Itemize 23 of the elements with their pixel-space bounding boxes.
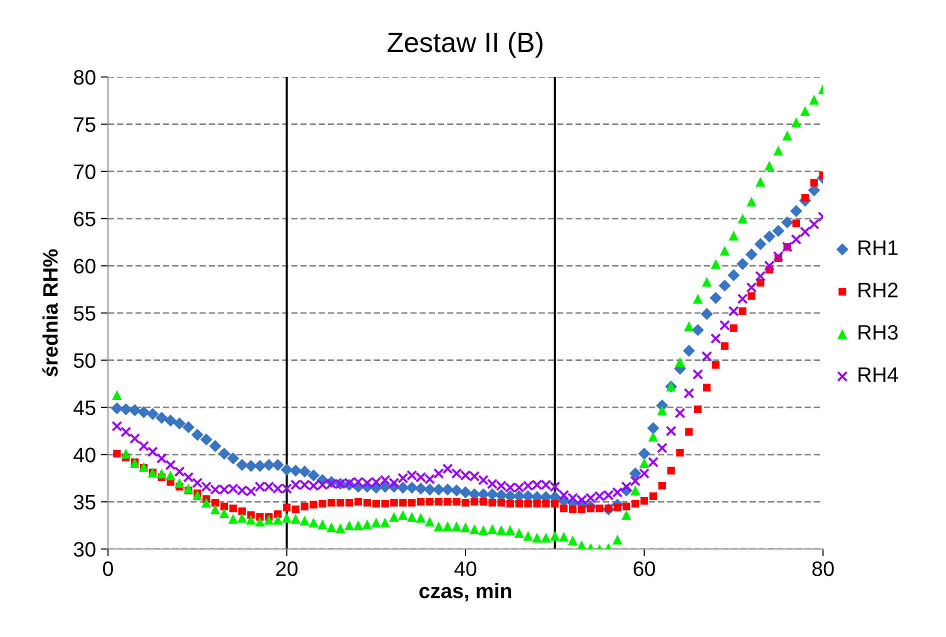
y-tick-label: 60: [74, 258, 96, 274]
y-tick-label: 50: [74, 353, 96, 368]
y-tick-label: 70: [74, 164, 96, 180]
y-tick-label: 45: [74, 400, 96, 416]
x-tick-label: 20: [276, 561, 298, 576]
y-tick-label: 30: [74, 542, 96, 557]
y-axis-title: średnia RH%: [42, 249, 58, 377]
legend-label: RH2: [858, 282, 898, 298]
y-tick-label: 75: [74, 117, 96, 132]
x-tick-label: 40: [454, 561, 476, 576]
legend-label: RH1: [858, 240, 898, 255]
y-tick-label: 35: [74, 494, 96, 510]
chart-title: Zestaw II (B): [388, 32, 542, 58]
x-tick-label: 60: [634, 561, 656, 576]
x-tick-label: 0: [103, 561, 113, 576]
y-tick-label: 80: [74, 70, 96, 85]
y-tick-label: 40: [74, 448, 96, 462]
legend-label: RH4: [858, 368, 898, 382]
x-axis-title: czas, min: [419, 583, 512, 602]
y-tick-label: 65: [74, 212, 96, 226]
x-tick-label: 80: [812, 561, 834, 576]
legend-label: RH3: [858, 325, 898, 340]
y-tick-label: 55: [74, 306, 96, 321]
